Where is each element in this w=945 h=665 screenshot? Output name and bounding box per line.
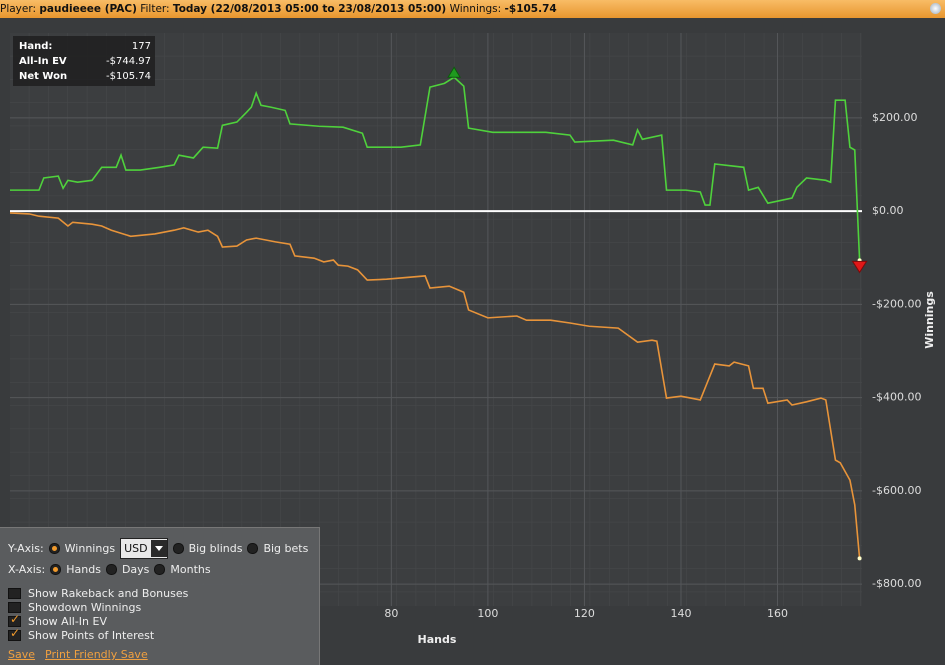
option[interactable]: Winnings: [64, 542, 116, 555]
title-bar: Player: paudieeee (PAC) Filter: Today (2…: [0, 0, 945, 18]
option[interactable]: Months: [170, 563, 211, 576]
checkbox[interactable]: [8, 626, 21, 641]
option[interactable]: Big blinds: [188, 542, 243, 555]
x-tick-label: 160: [767, 607, 788, 620]
window-icon[interactable]: [930, 3, 941, 14]
winnings: -$105.74: [504, 3, 557, 15]
info-value: -$105.74: [106, 71, 151, 82]
info-box: [13, 36, 155, 86]
radio-button[interactable]: [105, 564, 117, 575]
currency: USD: [124, 542, 148, 555]
link[interactable]: Print Friendly Save: [45, 648, 148, 661]
info-label: Hand:: [19, 41, 52, 52]
end-point: [857, 556, 862, 561]
checkbox-label[interactable]: Show All-In EV: [28, 615, 107, 628]
info-label: Net Won: [19, 71, 67, 82]
y-tick-label: -$800.00: [872, 577, 921, 590]
radio-button[interactable]: [48, 543, 60, 554]
checkbox[interactable]: [8, 588, 21, 599]
label: Y-Axis:: [8, 542, 44, 555]
info-value: 177: [132, 41, 151, 52]
info-label: All-In EV: [19, 56, 67, 67]
radio-button[interactable]: [247, 543, 259, 554]
filter: Today (22/08/2013 05:00 to 23/08/2013 05…: [172, 3, 447, 15]
option[interactable]: Big bets: [263, 542, 309, 555]
x-tick-label: 80: [384, 607, 398, 620]
x-tick-label: 140: [670, 607, 691, 620]
series-line: [9, 212, 861, 559]
label: Filter:: [140, 3, 170, 15]
checkbox-label[interactable]: Show Rakeback and Bonuses: [28, 587, 189, 600]
y-tick-label: $200.00: [872, 111, 918, 124]
radio-button[interactable]: [50, 564, 62, 575]
x-tick-label: 120: [574, 607, 595, 620]
y-tick-label: $0.00: [872, 204, 904, 217]
label: X-Axis:: [8, 563, 46, 576]
info-value: -$744.97: [106, 56, 151, 67]
option[interactable]: Hands: [66, 563, 101, 576]
dropdown-arrow[interactable]: [150, 540, 167, 557]
y-tick-label: -$600.00: [872, 484, 921, 497]
option[interactable]: Days: [121, 563, 150, 576]
checkbox-label[interactable]: Showdown Winnings: [28, 601, 142, 614]
series-line: [10, 76, 861, 261]
label: Player:: [0, 3, 37, 15]
chart: Hand: 177 All-In EV -$744.97 Net Won -$1…: [9, 33, 936, 646]
link[interactable]: Save: [8, 648, 36, 661]
player: paudieeee (PAC): [39, 3, 137, 15]
y-tick-label: -$200.00: [872, 297, 921, 310]
radio-button[interactable]: [154, 564, 166, 575]
currency-select[interactable]: USD: [120, 538, 168, 559]
options-panel: Y-Axis: Winnings USD Big blinds Big bets…: [0, 527, 320, 665]
peak-marker: [447, 66, 461, 78]
y-tick-label: -$400.00: [872, 391, 921, 404]
y-axis-title: Winnings: [923, 291, 936, 349]
x-axis-title: Hands: [418, 633, 457, 646]
x-tick-label: 100: [477, 607, 498, 620]
low-marker: [851, 260, 868, 274]
checkbox-label[interactable]: Show Points of Interest: [28, 629, 155, 642]
minor-grid: [10, 33, 862, 606]
radio-button[interactable]: [172, 543, 184, 554]
label: Winnings:: [449, 3, 502, 15]
